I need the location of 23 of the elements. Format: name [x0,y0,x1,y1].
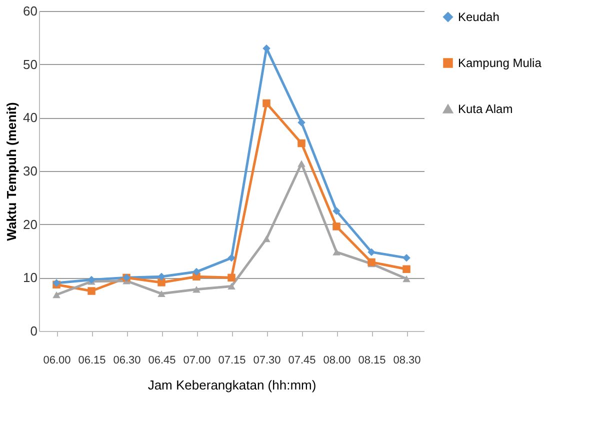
x-tick-label: 06.45 [148,354,176,366]
y-tick-label: 40 [23,110,38,126]
legend-label: Keudah [458,10,500,24]
y-tick-label: 60 [23,4,38,18]
y-axis-title: Waktu Tempuh (menit) [4,102,20,241]
y-tick-label: 0 [30,324,38,338]
y-tick-label: 10 [23,270,38,286]
x-tick-label: 08.15 [358,354,386,366]
x-tick-label: 07.15 [218,354,246,366]
x-tick-label: 06.30 [113,354,141,366]
y-tick-label: 50 [23,56,38,72]
x-tick-label: 08.00 [323,354,351,366]
x-tick-label: 07.45 [288,354,316,366]
y-tick-label: 20 [23,216,38,232]
x-tick-label: 07.30 [253,354,281,366]
x-tick-label: 06.15 [78,354,106,366]
x-tick-label: 08.30 [393,354,421,366]
y-tick-label: 30 [23,164,38,178]
x-axis-title: Jam Keberangkatan (hh:mm) [148,378,316,392]
legend-label: Kuta Alam [458,102,513,116]
legend-label: Kampung Mulia [458,56,542,70]
x-tick-label: 06.00 [43,354,71,366]
x-tick-label: 07.00 [183,354,211,366]
